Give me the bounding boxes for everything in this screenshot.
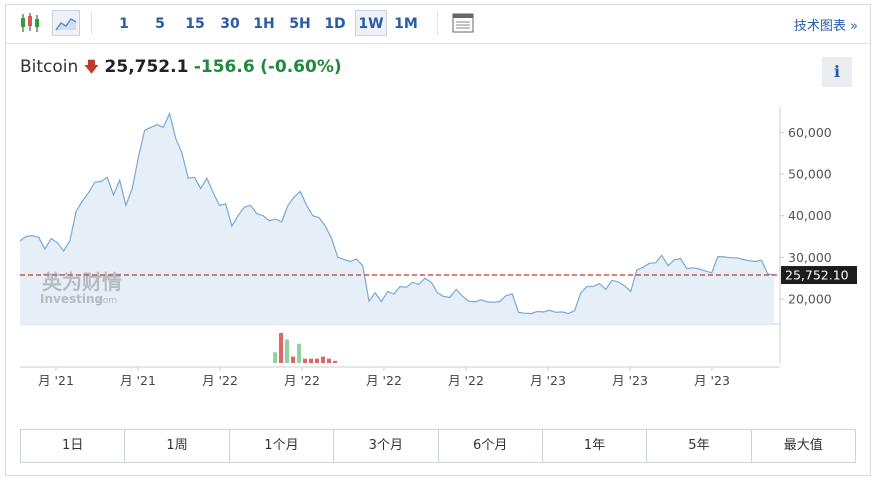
volume-bar <box>321 356 325 363</box>
watermark-en: Investing <box>40 292 103 306</box>
toolbar-divider <box>91 11 92 35</box>
x-tick-label: 月 '22 <box>284 373 320 388</box>
x-tick-label: 月 '21 <box>38 373 74 388</box>
area-chart-icon[interactable] <box>52 10 80 36</box>
x-tick-label: 月 '23 <box>530 373 566 388</box>
toolbar-divider <box>437 11 438 35</box>
watermark: 英为财情 Investing .com <box>40 270 122 306</box>
price-line <box>19 111 775 315</box>
interval-1m[interactable]: 1M <box>394 16 418 32</box>
range-max[interactable]: 最大值 <box>783 438 823 453</box>
range-6m[interactable]: 6个月 <box>439 430 543 462</box>
range-1w[interactable]: 1周 <box>125 430 230 462</box>
table-icon[interactable] <box>449 10 477 36</box>
price-area <box>20 113 774 324</box>
range-1y[interactable]: 1年 <box>543 430 648 462</box>
volume-bar <box>333 360 337 363</box>
watermark-suffix: .com <box>95 296 117 306</box>
down-arrow-icon: 🡇 <box>83 58 100 76</box>
x-tick-label: 月 '21 <box>120 373 156 388</box>
volume-bar <box>309 358 313 363</box>
technical-chart-link[interactable]: 技术图表 » <box>793 19 858 34</box>
x-tick-label: 月 '22 <box>202 373 238 388</box>
interval-30[interactable]: 30 <box>220 16 240 32</box>
volume-bar <box>315 358 319 363</box>
time-range-selector: 1日 1周 1个月 3个月 6个月 1年 5年 最大值 <box>20 429 856 463</box>
y-tick-label: 30,000 <box>788 250 832 265</box>
volume-bar <box>279 333 283 363</box>
volume-bar <box>327 358 331 363</box>
interval-1h[interactable]: 1H <box>253 16 275 32</box>
current-price-label: 25,752.10 <box>785 268 849 283</box>
x-tick-label: 月 '23 <box>694 373 730 388</box>
volume-bar <box>303 358 307 363</box>
x-tick-label: 月 '23 <box>612 373 648 388</box>
price-chart: 20,000 30,000 40,000 50,000 60,000 25,752.10 月… <box>19 107 857 388</box>
interval-15[interactable]: 15 <box>185 16 205 32</box>
volume-bar <box>285 339 289 363</box>
candlestick-icon[interactable] <box>16 10 44 36</box>
interval-1w[interactable]: 1W <box>355 10 387 36</box>
watermark-cn: 英为财情 <box>42 270 122 294</box>
range-5y[interactable]: 5年 <box>647 430 752 462</box>
chart-toolbar: 1 5 15 30 1H 5H 1D 1W 1M 技术图表 » <box>6 5 870 44</box>
range-1d[interactable]: 1日 <box>21 430 126 462</box>
range-3m[interactable]: 3个月 <box>334 430 439 462</box>
instrument-name: Bitcoin <box>20 57 79 77</box>
volume-bar <box>273 352 277 363</box>
volume-bar <box>291 356 295 363</box>
info-button[interactable]: i <box>822 57 852 87</box>
interval-5h[interactable]: 5H <box>289 16 311 32</box>
current-price-tag <box>781 266 857 285</box>
price-change: -156.6 <box>193 57 255 77</box>
price-quote: Bitcoin 🡇 25,752.1 -156.6 (-0.60%) <box>20 57 342 82</box>
interval-5[interactable]: 5 <box>155 16 165 32</box>
volume-bar <box>297 343 301 363</box>
y-tick-label: 20,000 <box>788 292 832 307</box>
y-tick-label: 50,000 <box>788 167 832 182</box>
y-tick-label: 40,000 <box>788 208 832 223</box>
interval-1d[interactable]: 1D <box>324 16 346 32</box>
x-tick-label: 月 '22 <box>448 373 484 388</box>
last-price: 25,752.1 <box>104 57 189 77</box>
chart-widget: 1 5 15 30 1H 5H 1D 1W 1M 技术图表 » Bitcoin … <box>5 4 871 476</box>
interval-1[interactable]: 1 <box>119 16 129 32</box>
range-1m[interactable]: 1个月 <box>230 430 335 462</box>
price-change-percent: (-0.60%) <box>260 57 342 77</box>
x-tick-label: 月 '22 <box>366 373 402 388</box>
y-tick-label: 60,000 <box>788 125 832 140</box>
